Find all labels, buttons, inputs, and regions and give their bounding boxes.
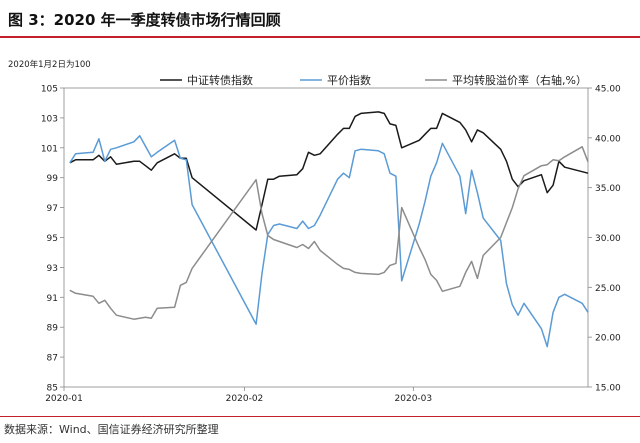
right-axis-tick-label: 45.00: [595, 85, 621, 95]
left-axis-tick-label: 85: [47, 384, 58, 394]
x-axis-tick-label: 2020-03: [395, 394, 433, 404]
right-axis-tick-label: 25.00: [595, 284, 621, 294]
source-note: 数据来源：Wind、国信证券经济研究所整理: [4, 423, 219, 436]
left-axis-tick-label: 87: [47, 354, 58, 364]
x-axis-tick-label: 2020-01: [45, 394, 83, 404]
right-axis-tick-label: 15.00: [595, 384, 621, 394]
right-axis-tick-label: 35.00: [595, 184, 621, 194]
legend-label-3: 平均转股溢价率（右轴,%）: [452, 73, 587, 87]
right-axis-tick-label: 20.00: [595, 334, 621, 344]
bottom-rule: [0, 416, 640, 417]
left-axis-tick-label: 91: [47, 294, 58, 304]
left-axis-tick-label: 89: [47, 324, 59, 334]
left-axis-tick-label: 101: [41, 144, 58, 154]
left-axis-tick-label: 105: [41, 85, 58, 95]
left-axis-tick-label: 93: [47, 264, 58, 274]
legend-label-1: 中证转债指数: [187, 73, 253, 87]
series-line-2: [69, 135, 589, 348]
chart-note: 2020年1月2日为100: [8, 59, 91, 70]
left-axis-tick-label: 99: [47, 174, 59, 184]
left-axis-tick-label: 95: [47, 234, 58, 244]
axes-group: 85 87 89 91 93 95 97 99 101 103 105 15.00 20.00 25.00…: [41, 85, 621, 405]
series-line-3: [69, 146, 589, 320]
right-axis-tick-label: 30.00: [595, 234, 621, 244]
x-axis-tick-label: 2020-02: [226, 394, 264, 404]
left-axis-tick-label: 103: [41, 114, 58, 124]
legend: 中证转债指数 平价指数 平均转股溢价率（右轴,%）: [160, 73, 587, 87]
series-line-1: [69, 111, 589, 231]
left-axis-tick-label: 97: [47, 204, 58, 214]
legend-label-2: 平价指数: [327, 73, 371, 87]
right-axis-tick-label: 40.00: [595, 134, 621, 144]
plot-frame: [63, 87, 589, 388]
chart-svg: 2020年1月2日为100 中证转债指数 平价指数 平均转股溢价率（右轴,%） 85…: [8, 59, 621, 405]
title-rule: [0, 36, 640, 38]
plot-area: [69, 111, 589, 348]
figure-title: 图 3：2020 年一季度转债市场行情回顾: [8, 11, 281, 29]
